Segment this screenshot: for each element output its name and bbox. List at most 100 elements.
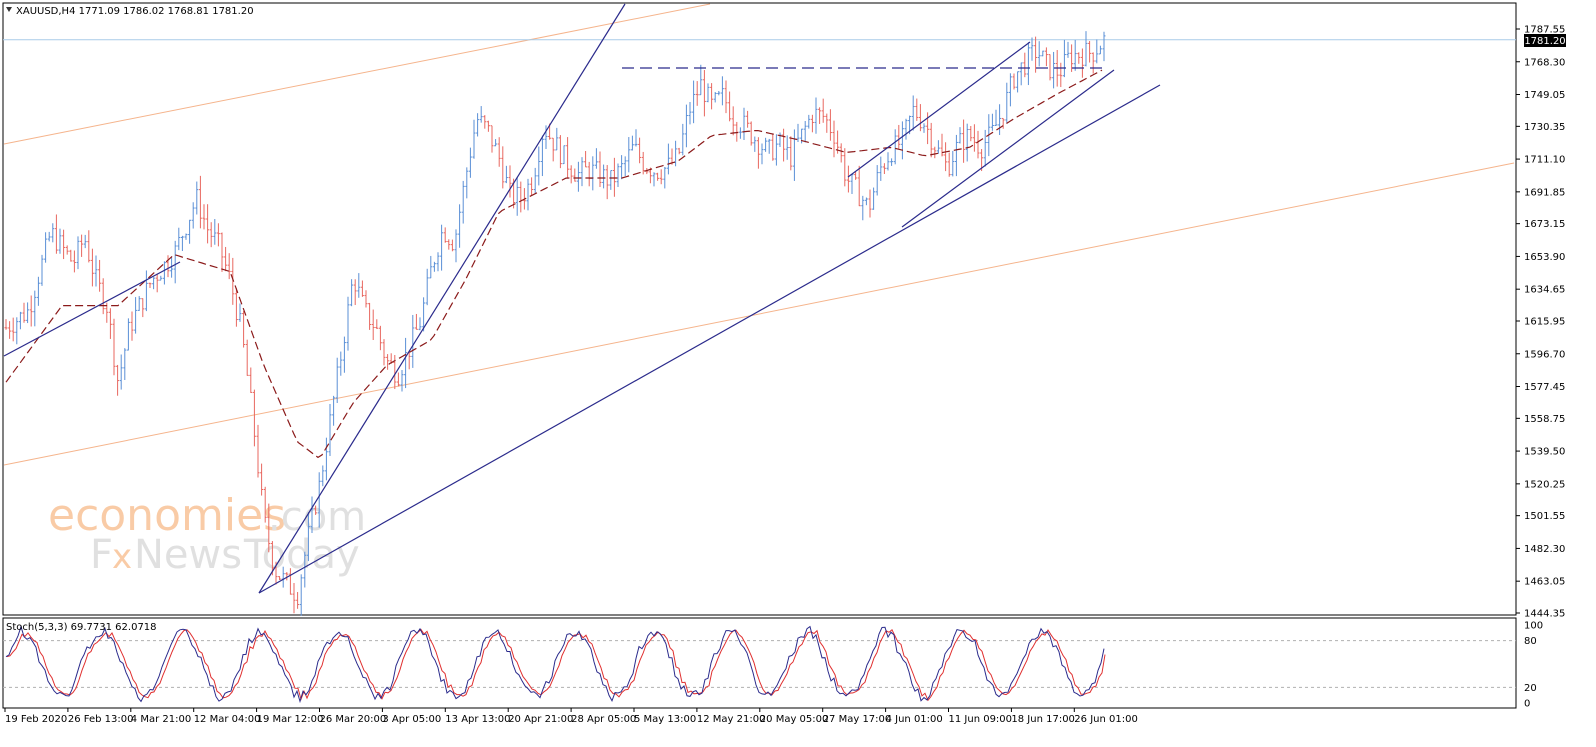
price-bar bbox=[915, 98, 919, 121]
price-bar bbox=[69, 249, 73, 262]
stochastic-signal-line bbox=[6, 628, 1106, 702]
price-bar bbox=[501, 146, 505, 189]
price-bar bbox=[130, 311, 134, 341]
price-bar bbox=[90, 248, 94, 287]
price-bar bbox=[756, 137, 760, 169]
price-bar bbox=[508, 165, 512, 198]
price-bar bbox=[324, 437, 328, 481]
price-bar bbox=[141, 298, 145, 318]
price-bar bbox=[479, 106, 483, 123]
price-bar bbox=[292, 582, 296, 614]
price-bar bbox=[688, 102, 692, 125]
price-bar bbox=[249, 367, 253, 393]
price-bar bbox=[864, 197, 868, 206]
price-bar bbox=[137, 296, 141, 311]
price-bar bbox=[771, 133, 775, 161]
stochastic-main-line bbox=[5, 624, 1105, 704]
price-bar bbox=[659, 169, 663, 185]
price-bar bbox=[886, 152, 890, 171]
y-tick-label: 1577.45 bbox=[1524, 382, 1565, 393]
price-bar bbox=[263, 486, 267, 523]
price-bar bbox=[177, 227, 181, 251]
price-bar bbox=[598, 151, 602, 187]
y-tick-label: 1463.05 bbox=[1524, 577, 1565, 588]
x-tick-label: 4 Mar 21:00 bbox=[131, 714, 191, 725]
price-bar bbox=[602, 164, 606, 189]
price-bar bbox=[623, 156, 627, 177]
price-bar bbox=[1034, 36, 1038, 73]
x-tick-label: 20 May 05:00 bbox=[760, 714, 829, 725]
price-bar bbox=[360, 280, 364, 297]
x-tick-label: 28 Apr 05:00 bbox=[571, 714, 636, 725]
price-bar bbox=[238, 303, 242, 322]
price-bar bbox=[594, 148, 598, 169]
price-bar bbox=[778, 132, 782, 147]
price-bar bbox=[468, 147, 472, 178]
price-bar bbox=[562, 145, 566, 165]
price-bar bbox=[472, 119, 476, 159]
stochastic-tick-label: 80 bbox=[1524, 636, 1537, 647]
price-bar bbox=[36, 276, 40, 306]
price-bar bbox=[33, 290, 37, 327]
price-bar bbox=[134, 297, 138, 334]
x-tick-label: 11 Jun 09:00 bbox=[949, 714, 1013, 725]
x-tick-label: 26 Mar 20:00 bbox=[320, 714, 387, 725]
price-bar bbox=[962, 119, 966, 163]
y-tick-label: 1444.35 bbox=[1524, 609, 1565, 620]
price-bar bbox=[857, 165, 861, 207]
price-bar bbox=[76, 236, 80, 270]
trendline-1 bbox=[3, 261, 181, 357]
x-tick-label: 3 Apr 05:00 bbox=[382, 714, 441, 725]
price-bar bbox=[540, 135, 544, 177]
price-bar bbox=[933, 146, 937, 159]
y-tick-label: 1768.30 bbox=[1524, 57, 1565, 68]
price-bar bbox=[1005, 82, 1009, 123]
price-bar bbox=[605, 165, 609, 200]
trendline-3 bbox=[847, 41, 1031, 178]
price-bar bbox=[566, 137, 570, 179]
moving-average-group bbox=[5, 69, 1103, 459]
price-bar bbox=[465, 167, 469, 199]
trendline-2 bbox=[258, 84, 1161, 594]
price-bar bbox=[951, 150, 955, 177]
price-bar bbox=[998, 104, 1002, 136]
price-bar bbox=[954, 134, 958, 177]
price-bar bbox=[638, 137, 642, 164]
price-bar bbox=[198, 175, 202, 229]
price-bar bbox=[242, 311, 246, 348]
price-bar bbox=[335, 357, 339, 403]
price-bar bbox=[144, 270, 148, 312]
price-bar bbox=[461, 180, 465, 224]
price-bar bbox=[299, 574, 303, 616]
price-bar bbox=[80, 234, 84, 257]
trendlines-group bbox=[3, 3, 1161, 594]
x-tick-label: 20 Apr 21:00 bbox=[508, 714, 573, 725]
price-bar bbox=[504, 165, 508, 184]
x-tick-label: 27 May 17:00 bbox=[823, 714, 892, 725]
price-bar bbox=[782, 128, 786, 162]
price-bar bbox=[173, 240, 177, 284]
price-bar bbox=[1073, 39, 1077, 71]
price-bar bbox=[1044, 47, 1048, 67]
price-bar bbox=[483, 115, 487, 129]
price-bar bbox=[209, 222, 213, 248]
price-bar bbox=[432, 261, 436, 272]
price-bar bbox=[994, 109, 998, 126]
price-bar bbox=[378, 325, 382, 351]
price-bar bbox=[440, 224, 444, 271]
price-bar bbox=[310, 496, 314, 534]
y-tick-label: 1501.55 bbox=[1524, 511, 1565, 522]
price-bar bbox=[119, 354, 123, 390]
price-bar bbox=[224, 246, 228, 272]
price-bar bbox=[357, 273, 361, 298]
price-bar bbox=[454, 229, 458, 263]
price-bar bbox=[314, 505, 318, 515]
price-bar bbox=[234, 288, 238, 327]
y-tick-label: 1539.50 bbox=[1524, 447, 1565, 458]
price-bar bbox=[692, 80, 696, 124]
price-bar bbox=[620, 155, 624, 180]
stochastic-group: 100 80 20 0 bbox=[3, 621, 1543, 710]
price-bar bbox=[404, 337, 408, 389]
price-bar bbox=[1023, 52, 1027, 78]
